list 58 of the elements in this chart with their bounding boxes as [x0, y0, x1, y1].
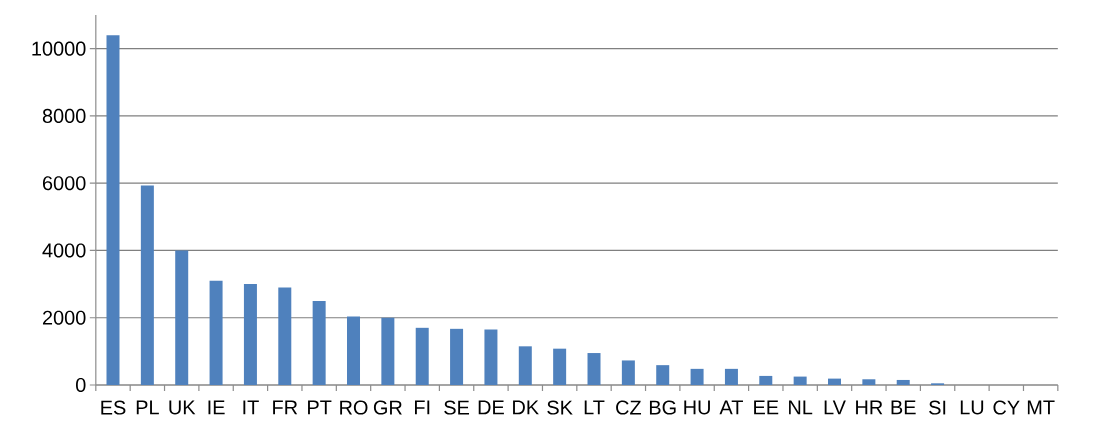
- x-tick-label: FI: [415, 400, 430, 415]
- bar: [243, 284, 257, 385]
- bar: [518, 346, 532, 385]
- x-tick-label: RO: [340, 400, 368, 415]
- bar: [656, 365, 670, 385]
- x-tick-label: EE: [754, 400, 779, 415]
- x-tick-label: CZ: [616, 400, 642, 415]
- x-tick-label: DE: [478, 400, 504, 415]
- bar: [140, 185, 154, 385]
- x-tick-label: LU: [960, 400, 984, 415]
- bar: [828, 378, 842, 385]
- y-tick-label: 10000: [32, 41, 86, 56]
- x-tick-label: GR: [373, 400, 402, 415]
- bar: [415, 327, 429, 385]
- x-tick-label: LT: [584, 400, 605, 415]
- x-tick-label: FR: [273, 400, 298, 415]
- bar: [759, 375, 773, 385]
- bar: [553, 348, 567, 385]
- x-tick-label: DK: [513, 400, 539, 415]
- x-tick-label: HR: [856, 400, 883, 415]
- bar: [793, 376, 807, 385]
- bar: [862, 379, 876, 385]
- x-tick-label: SI: [929, 400, 946, 415]
- bar: [347, 316, 360, 385]
- x-tick-label: ES: [101, 400, 126, 415]
- y-tick-label: 0: [76, 377, 86, 393]
- bar: [450, 328, 464, 385]
- x-tick-label: PL: [136, 400, 159, 415]
- bar: [621, 360, 635, 385]
- x-tick-label: AT: [719, 400, 743, 415]
- bar: [209, 280, 223, 385]
- bar: [381, 317, 395, 385]
- x-tick-label: BG: [649, 400, 676, 415]
- x-tick-label: BE: [891, 400, 916, 415]
- x-tick-label: IT: [243, 400, 259, 415]
- bar: [690, 368, 704, 385]
- y-tick-label: 2000: [42, 310, 86, 325]
- bar: [484, 329, 498, 385]
- x-tick-label: HU: [684, 400, 710, 415]
- x-tick-label: UK: [169, 400, 196, 415]
- x-tick-label: SE: [444, 400, 470, 415]
- bar: [106, 35, 120, 385]
- x-tick-label: LV: [824, 400, 846, 415]
- x-tick-label: PT: [308, 400, 332, 415]
- y-tick-label: 4000: [42, 243, 86, 258]
- bar: [587, 353, 601, 385]
- x-tick-label: IE: [208, 400, 225, 415]
- y-tick-label: 6000: [42, 176, 86, 191]
- bar: [312, 300, 326, 385]
- x-tick-label: MT: [1027, 400, 1055, 415]
- x-tick-label: CY: [993, 400, 1020, 415]
- x-tick-label: SK: [547, 400, 573, 415]
- bar: [896, 379, 910, 385]
- y-tick-label: 8000: [42, 108, 86, 123]
- bar: [278, 287, 292, 385]
- x-tick-label: NL: [789, 400, 813, 415]
- bar: [724, 368, 738, 385]
- bar: [175, 250, 189, 385]
